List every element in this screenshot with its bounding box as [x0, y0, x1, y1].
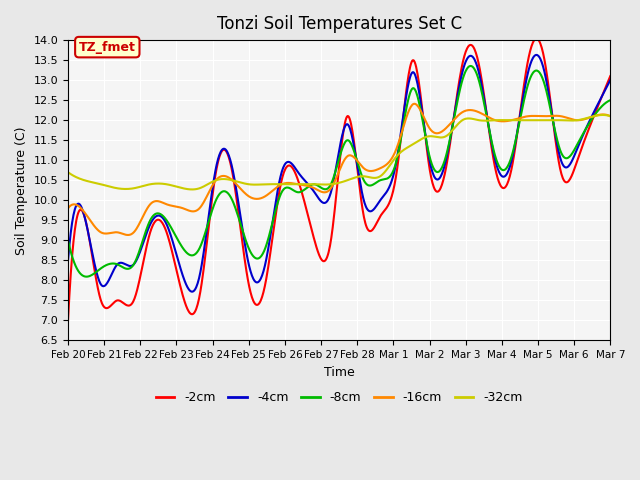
-8cm — [98, 265, 106, 271]
-2cm — [607, 73, 614, 79]
-2cm — [97, 299, 105, 304]
-16cm — [477, 110, 484, 116]
-2cm — [532, 36, 540, 42]
-32cm — [188, 187, 196, 192]
-2cm — [394, 166, 401, 171]
-8cm — [380, 177, 387, 182]
-32cm — [97, 181, 105, 187]
-2cm — [379, 210, 387, 216]
-8cm — [477, 84, 484, 90]
Line: -4cm: -4cm — [68, 55, 611, 292]
-8cm — [607, 97, 614, 103]
Line: -16cm: -16cm — [68, 104, 611, 235]
Line: -8cm: -8cm — [68, 66, 611, 276]
-16cm — [532, 113, 540, 119]
-2cm — [531, 36, 539, 42]
-16cm — [124, 232, 132, 238]
Y-axis label: Soil Temperature (C): Soil Temperature (C) — [15, 126, 28, 254]
-2cm — [64, 318, 72, 324]
-32cm — [64, 169, 72, 175]
-4cm — [380, 193, 387, 199]
-4cm — [410, 70, 418, 76]
-16cm — [394, 142, 402, 148]
-32cm — [599, 112, 607, 118]
-8cm — [83, 274, 90, 279]
Legend: -2cm, -4cm, -8cm, -16cm, -32cm: -2cm, -4cm, -8cm, -16cm, -32cm — [150, 386, 528, 409]
-32cm — [394, 152, 402, 158]
-8cm — [467, 63, 474, 69]
Title: Tonzi Soil Temperatures Set C: Tonzi Soil Temperatures Set C — [216, 15, 461, 33]
-32cm — [532, 117, 540, 123]
-4cm — [64, 257, 72, 263]
-8cm — [64, 238, 72, 243]
-4cm — [607, 77, 614, 83]
-4cm — [476, 74, 484, 80]
-4cm — [188, 289, 196, 295]
Text: TZ_fmet: TZ_fmet — [79, 41, 136, 54]
-8cm — [410, 85, 418, 91]
-4cm — [532, 52, 540, 58]
-2cm — [410, 57, 417, 63]
-16cm — [410, 101, 418, 107]
X-axis label: Time: Time — [324, 366, 355, 379]
-16cm — [64, 205, 72, 211]
-32cm — [476, 118, 484, 123]
-8cm — [394, 152, 402, 158]
-16cm — [380, 164, 387, 169]
-32cm — [607, 113, 614, 119]
-2cm — [476, 63, 483, 69]
-32cm — [380, 170, 387, 176]
Line: -2cm: -2cm — [68, 39, 611, 321]
-4cm — [532, 52, 540, 58]
-4cm — [97, 282, 105, 288]
-16cm — [411, 101, 419, 107]
-8cm — [532, 68, 540, 73]
-4cm — [394, 150, 402, 156]
-32cm — [410, 141, 418, 146]
Line: -32cm: -32cm — [68, 115, 611, 190]
-16cm — [97, 229, 105, 235]
-16cm — [607, 113, 614, 119]
